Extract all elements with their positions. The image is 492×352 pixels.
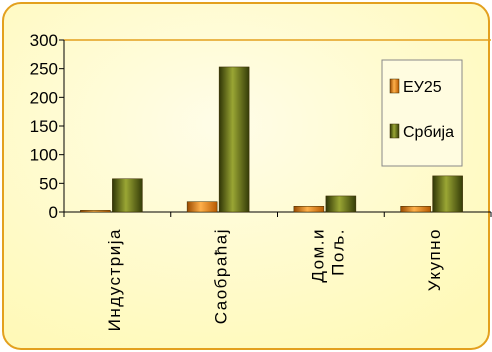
bar-serbia <box>432 175 463 213</box>
bar-eu25 <box>80 210 111 213</box>
y-tick-label: 100 <box>30 146 58 165</box>
y-tick-label: 250 <box>30 60 58 79</box>
bar-serbia <box>325 195 357 213</box>
y-tick-label: 150 <box>30 117 58 136</box>
y-tick-label: 0 <box>49 203 58 222</box>
legend-box <box>381 59 463 167</box>
bar-serbia <box>218 66 250 213</box>
x-tick-label: Саобраћај <box>212 228 231 324</box>
y-tick-label: 200 <box>30 88 58 107</box>
legend-swatch <box>389 123 400 139</box>
y-tick-label: 50 <box>39 174 58 193</box>
x-tick-label: Укупно <box>425 228 444 291</box>
y-tick-label: 300 <box>30 31 58 50</box>
bar-eu25 <box>293 206 325 213</box>
legend-label: Србија <box>403 124 454 141</box>
x-tick-label: Индустрија <box>105 228 124 331</box>
legend-label: ЕУ25 <box>403 79 442 96</box>
bar-serbia <box>112 178 143 213</box>
bar-eu25 <box>186 201 218 213</box>
bar-eu25 <box>400 206 431 213</box>
legend-swatch <box>389 78 400 94</box>
x-tick-label: Дом.и <box>308 228 327 283</box>
x-tick-label: Пољ. <box>328 228 347 276</box>
